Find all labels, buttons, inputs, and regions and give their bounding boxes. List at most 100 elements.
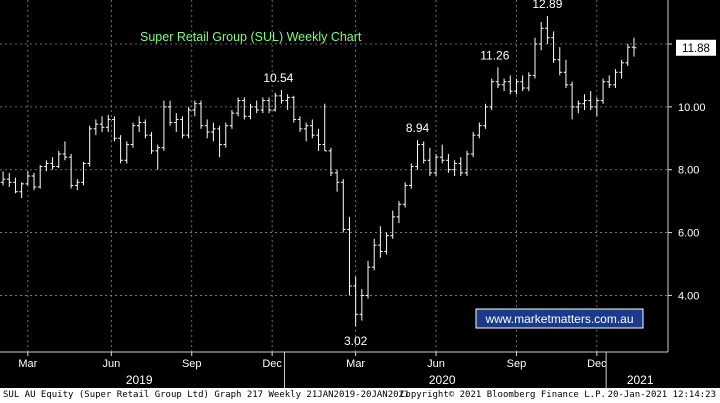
ohlc-bar: [105, 114, 111, 132]
year-label: 2019: [126, 373, 153, 387]
ohlc-bar: [223, 122, 229, 148]
ohlc-bar: [507, 75, 513, 95]
ohlc-bar: [19, 182, 24, 198]
footer-bar: SUL AU Equity (Super Retail Group Ltd) G…: [0, 388, 720, 403]
ohlc-bar: [56, 150, 62, 169]
ohlc-bar: [489, 78, 495, 110]
ohlc-bar: [136, 116, 142, 132]
ohlc-bar: [25, 171, 31, 186]
ohlc-bar: [625, 44, 631, 66]
ohlc-bar: [470, 132, 476, 158]
ohlc-bar: [303, 122, 309, 142]
ohlc-bar: [260, 97, 266, 114]
last-price-tag: 11.88: [676, 39, 716, 56]
x-tick-label: Sep: [507, 358, 527, 370]
ohlc-bar: [75, 179, 80, 191]
ohlc-bar: [446, 154, 451, 173]
ohlc-bar: [322, 103, 328, 152]
y-tick-label: 4.00: [678, 290, 699, 302]
ohlc-bar: [582, 94, 587, 110]
ohlc-bar: [464, 150, 470, 176]
ohlc-bar: [272, 92, 278, 112]
ohlc-series: [0, 16, 637, 327]
ohlc-bar: [439, 144, 445, 164]
ohlc-bar: [6, 172, 12, 187]
ohlc-bar: [93, 119, 99, 136]
ohlc-bar: [334, 169, 340, 192]
price-annotation: 12.89: [532, 0, 562, 11]
chart-title: Super Retail Group (SUL) Weekly Chart: [140, 30, 362, 44]
ohlc-bar: [0, 171, 6, 186]
ohlc-bar: [477, 122, 482, 139]
ohlc-bar: [557, 47, 563, 76]
ohlc-bar: [279, 89, 284, 104]
ohlc-bar: [167, 100, 173, 126]
ohlc-bar: [248, 103, 253, 120]
ohlc-bar: [155, 144, 161, 170]
ohlc-bar: [545, 16, 550, 44]
ohlc-bar: [328, 147, 334, 176]
year-label: 2021: [627, 373, 654, 387]
ohlc-bar: [483, 103, 488, 129]
ohlc-bar: [130, 122, 136, 148]
ohlc-bar: [37, 165, 43, 189]
ohlc-bar: [211, 122, 216, 142]
ohlc-bar: [396, 201, 402, 224]
ohlc-bar: [384, 232, 389, 255]
x-tick-label: Dec: [587, 358, 607, 370]
x-tick-label: Mar: [346, 358, 365, 370]
ohlc-bar: [576, 100, 581, 114]
ohlc-bar: [229, 110, 235, 129]
footer-security: SUL AU Equity (Super Retail Group Ltd) G…: [3, 390, 410, 400]
ohlc-bar: [409, 163, 414, 189]
y-tick-label: 8.00: [678, 165, 699, 177]
ohlc-bar: [415, 140, 420, 170]
x-tick-label: Jun: [102, 358, 120, 370]
ohlc-bar: [68, 154, 74, 189]
ohlc-bar: [254, 100, 259, 114]
y-tick-label: 10.00: [678, 102, 706, 114]
ohlc-bar: [371, 238, 377, 271]
last-price-label: 11.88: [682, 43, 710, 55]
ohlc-bar: [600, 78, 606, 104]
ohlc-bar: [588, 91, 593, 110]
ohlc-bar: [631, 37, 637, 57]
watermark-text: www.marketmatters.com.au: [484, 312, 633, 326]
ohlc-bar: [297, 116, 303, 132]
ohlc-bar: [501, 78, 507, 92]
ohlc-bar: [217, 125, 222, 158]
ohlc-bar: [458, 157, 464, 176]
ohlc-bar: [538, 22, 544, 51]
ohlc-bar: [204, 119, 210, 139]
ohlc-bar: [112, 116, 117, 142]
ohlc-bar: [594, 97, 600, 117]
ohlc-bar: [316, 128, 321, 151]
ohlc-bar: [186, 106, 191, 139]
ohlc-bar: [143, 119, 148, 139]
ohlc-bar: [161, 100, 167, 151]
ohlc-bar: [291, 95, 297, 123]
price-annotation: 11.26: [480, 48, 509, 62]
ohlc-bar: [532, 37, 538, 79]
ohlc-bar: [452, 160, 457, 176]
ohlc-bar: [99, 116, 105, 132]
ohlc-bar: [124, 141, 130, 164]
ohlc-bar: [310, 119, 315, 139]
price-annotation: 3.02: [344, 334, 368, 348]
x-tick-label: Mar: [18, 358, 37, 370]
ohlc-bar: [266, 97, 272, 114]
ohlc-bar: [514, 78, 519, 95]
ohlc-bar: [378, 226, 383, 258]
ohlc-bar: [390, 210, 396, 239]
ohlc-bar: [62, 141, 68, 161]
ohlc-bar: [402, 182, 408, 208]
ohlc-bar: [606, 75, 612, 88]
ohlc-bar: [242, 97, 247, 120]
ohlc-bar: [235, 97, 241, 117]
price-annotation: 10.54: [263, 71, 293, 85]
ohlc-bar: [180, 116, 185, 139]
year-label: 2020: [429, 373, 456, 387]
ohlc-bar: [87, 125, 92, 167]
